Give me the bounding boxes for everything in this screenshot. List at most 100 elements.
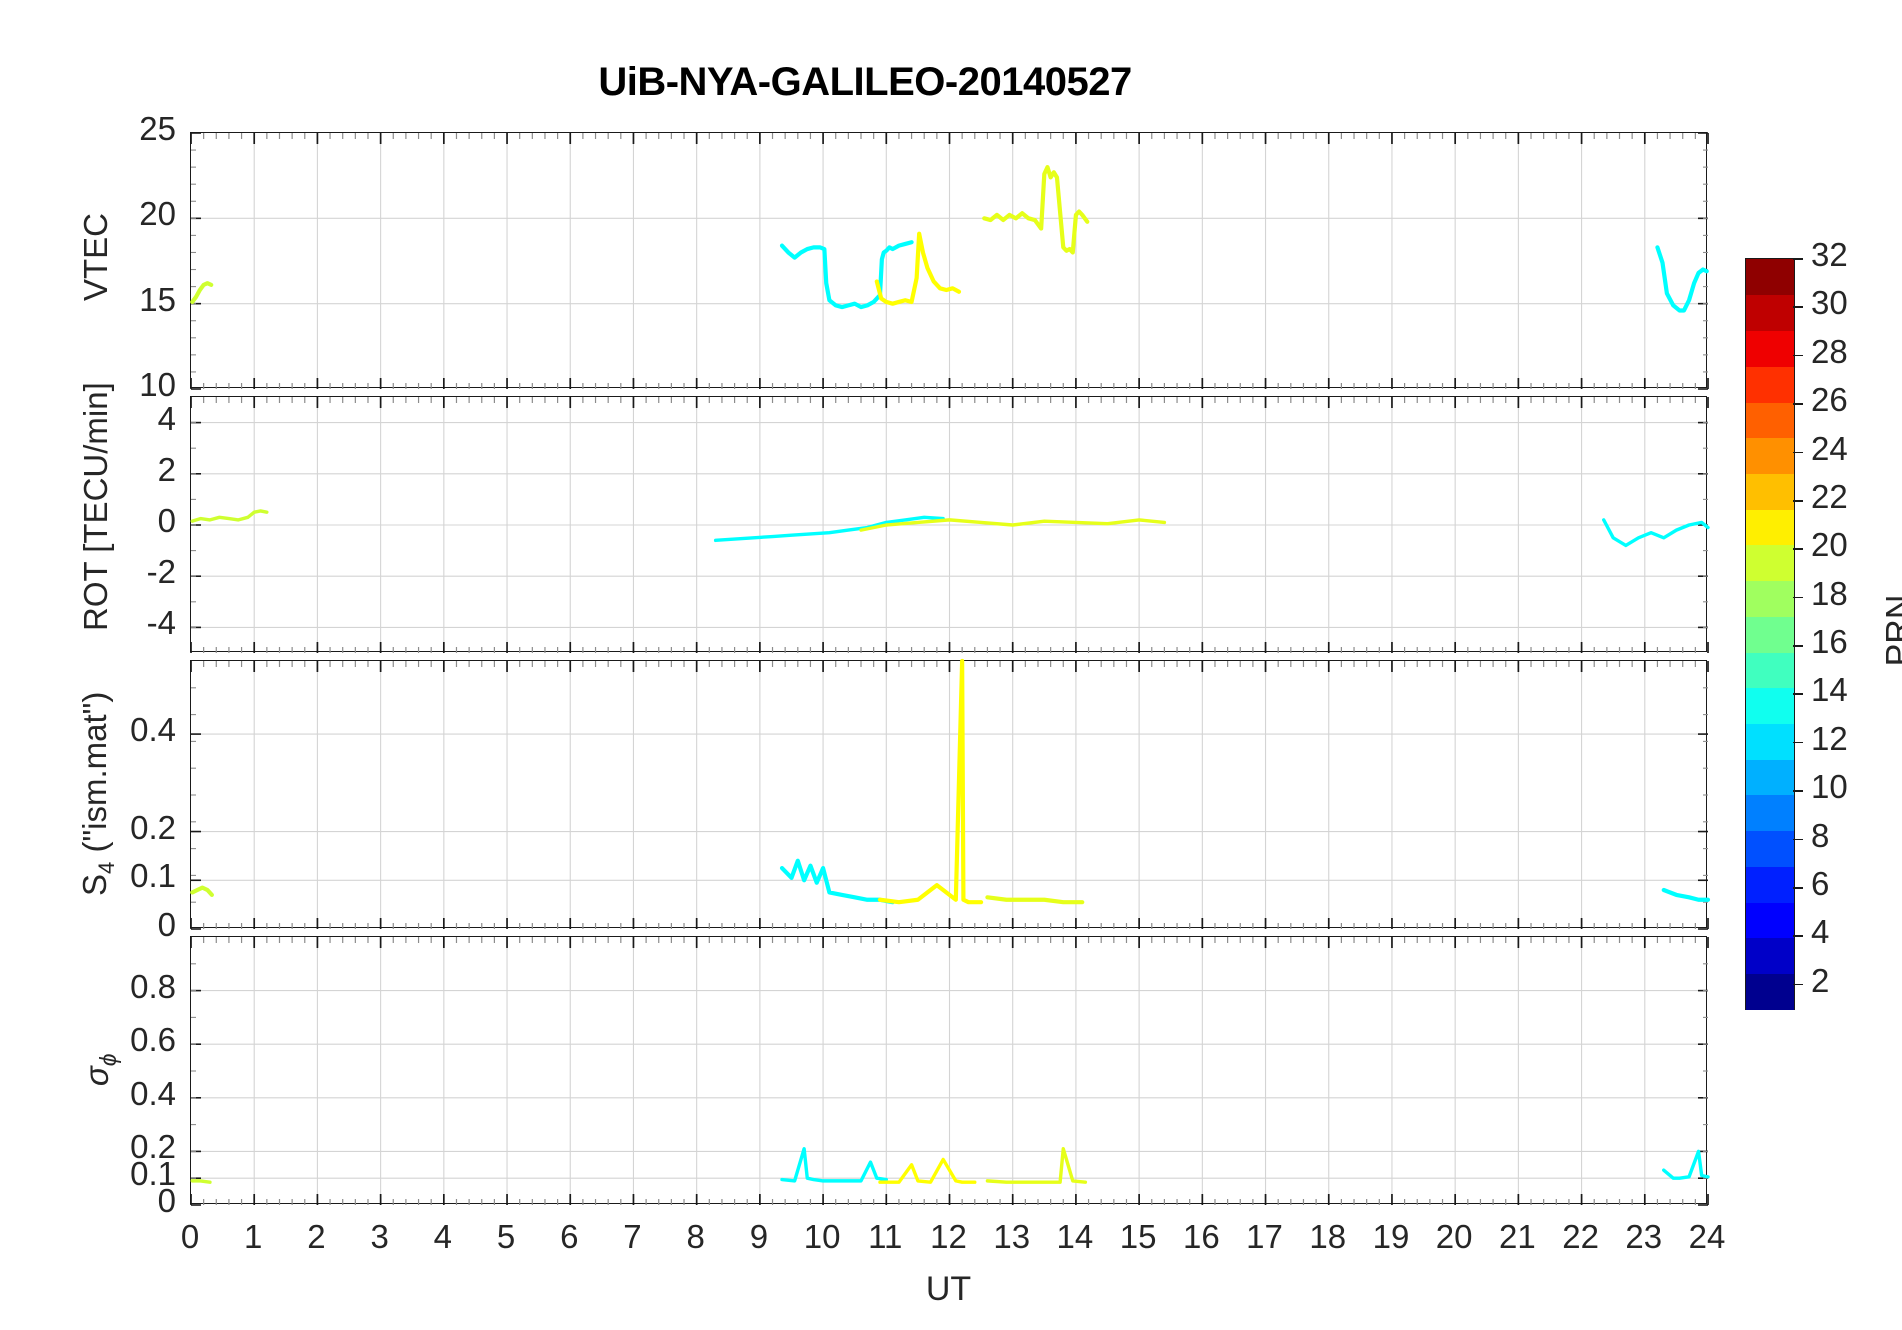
y-tick-label-s4: 0.4 (130, 711, 176, 749)
colorbar-tick-label: 24 (1811, 429, 1848, 467)
data-trace-SP-PRN-20 (878, 1157, 977, 1184)
colorbar-tickmark (1793, 354, 1803, 357)
colorbar-tickmark (1793, 451, 1803, 454)
s4-units: ("ism.mat") (76, 691, 114, 862)
x-tick-label: 5 (496, 1218, 516, 1255)
colorbar-tick-label: 26 (1811, 381, 1848, 419)
colorbar-tick-label: 30 (1811, 284, 1848, 322)
data-trace-ROT-PRN-19-mid (859, 518, 1167, 532)
data-trace-SP-PRN-12-night (1662, 1149, 1710, 1180)
plot-panel-vtec (190, 132, 1709, 390)
colorbar-tickmark (1793, 645, 1803, 647)
y-axis-title-s4: S4 ("ism.mat") (76, 664, 120, 924)
colorbar-swatch (1746, 401, 1794, 439)
x-tick-label: 10 (803, 1218, 841, 1255)
colorbar-tickmark (1793, 306, 1803, 308)
colorbar-swatch (1746, 259, 1794, 296)
x-tick-label: 15 (1119, 1218, 1157, 1255)
x-tick-label: 16 (1182, 1218, 1220, 1255)
colorbar-tick-label: 16 (1811, 623, 1848, 661)
x-tick-label: 13 (993, 1218, 1031, 1255)
data-trace-PRN-20-midday (874, 231, 962, 306)
y-tick-label-rot: -4 (146, 604, 176, 642)
colorbar-tick-label: 10 (1811, 768, 1848, 806)
colorbar-tickmark (1793, 983, 1803, 986)
data-trace-ROT-PRN-12 (713, 515, 945, 543)
data-trace-SP-PRN-12 (780, 1147, 888, 1183)
x-tick-label: 8 (686, 1218, 705, 1255)
x-tick-label: 19 (1372, 1218, 1410, 1255)
x-axis-title: UT (925, 1270, 972, 1308)
colorbar-swatch (1746, 473, 1794, 510)
data-trace-S4-PRN-12 (779, 858, 895, 905)
y-tick-label-rot: 2 (157, 450, 176, 488)
data-trace-SP-PRN-19-early (190, 1179, 212, 1184)
y-tick-label-vtec: 10 (139, 366, 176, 403)
x-tick-label: 14 (1056, 1218, 1094, 1255)
data-trace-S4-PRN-20-spike (877, 658, 984, 905)
s4-symbol: S (76, 873, 114, 896)
colorbar-swatch (1746, 651, 1794, 689)
data-trace-ROT-PRN-19-early (190, 509, 269, 523)
y-tick-label-rot: 0 (157, 502, 176, 539)
colorbar-tick-label: 2 (1811, 961, 1830, 999)
y-tick-label-vtec: 25 (139, 110, 176, 147)
y-tick-label-sigma-phi: 0.1 (130, 1155, 176, 1193)
colorbar-swatch (1746, 687, 1794, 724)
x-tick-label: 1 (244, 1218, 263, 1255)
x-tick-label: 3 (370, 1218, 389, 1255)
colorbar-swatch (1746, 973, 1794, 1010)
colorbar-tick-label: 8 (1811, 816, 1830, 854)
x-tick-label: 11 (868, 1218, 903, 1255)
x-tick-label: 4 (433, 1218, 452, 1255)
y-tick-label-s4: 0.1 (130, 857, 176, 895)
y-tick-label-rot: 4 (157, 399, 176, 437)
colorbar-tick-label: 32 (1811, 236, 1848, 273)
colorbar-tickmark (1793, 935, 1803, 937)
colorbar-swatch (1746, 330, 1794, 367)
colorbar-tick-label: 20 (1811, 526, 1848, 564)
y-axis-title-vtec: VTEC (77, 213, 114, 302)
colorbar-tickmark (1793, 887, 1803, 889)
x-tick-label: 7 (623, 1218, 642, 1255)
plot-panel-rot (190, 396, 1710, 653)
data-trace-PRN-19-afternoon (982, 165, 1090, 255)
data-trace-S4-PRN-12-night (1661, 887, 1711, 902)
data-trace-PRN-12-night (1655, 245, 1709, 313)
figure-title: UiB-NYA-GALILEO-20140527 (598, 60, 1132, 104)
colorbar-swatch (1746, 294, 1794, 332)
colorbar-swatch (1746, 830, 1794, 867)
phi-subscript: ϕ (94, 1053, 121, 1067)
y-tick-label-s4: 0.2 (130, 808, 176, 846)
x-tick-label: 22 (1562, 1218, 1599, 1255)
data-trace-PRN-19-early (190, 281, 214, 305)
y-tick-label-vtec: 15 (139, 280, 176, 318)
x-tick-label: 21 (1499, 1218, 1536, 1255)
plot-panel-sigma-phi (190, 936, 1710, 1206)
colorbar-tick-label: 6 (1811, 865, 1830, 903)
data-trace-ROT-PRN-12-night (1602, 518, 1710, 548)
colorbar-tickmark (1793, 596, 1803, 599)
colorbar-tickmark (1793, 790, 1803, 792)
x-tick-label: 17 (1246, 1218, 1283, 1255)
colorbar-tickmark (1793, 499, 1803, 502)
colorbar-tick-label: 14 (1811, 671, 1848, 709)
colorbar-tick-label: 12 (1811, 719, 1848, 757)
colorbar-tickmark (1793, 838, 1803, 841)
colorbar-swatch (1746, 759, 1794, 796)
colorbar-swatch (1746, 866, 1794, 903)
x-tick-label: 20 (1435, 1218, 1473, 1255)
y-axis-title-rot: ROT [TECU/min] (77, 382, 114, 631)
colorbar-tickmark (1793, 693, 1803, 696)
x-tick-label: 9 (749, 1218, 769, 1255)
plot-panel-s4 (190, 658, 1711, 930)
colorbar-swatch (1746, 901, 1794, 939)
y-tick-label-sigma-phi: 0 (157, 1182, 176, 1219)
colorbar-tick-label: 22 (1811, 477, 1848, 515)
colorbar-swatch (1746, 723, 1794, 760)
x-tick-label: 6 (560, 1218, 579, 1255)
colorbar-tick-label: 18 (1811, 574, 1848, 612)
prn-colorbar[interactable] (1745, 258, 1795, 1010)
x-tick-label: 18 (1309, 1218, 1347, 1255)
